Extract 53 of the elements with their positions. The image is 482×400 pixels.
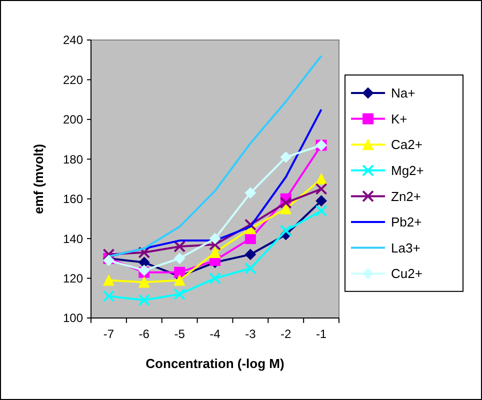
y-tick-label: 140 <box>62 232 84 246</box>
point <box>138 294 150 306</box>
point <box>280 152 292 163</box>
point <box>280 196 292 209</box>
point <box>210 246 220 258</box>
y-tick-label: 200 <box>62 112 84 127</box>
legend-label: K+ <box>391 111 408 126</box>
x-tick-label: -5 <box>174 327 186 341</box>
point <box>244 218 256 231</box>
y-tick-label: 180 <box>62 152 84 166</box>
x-tick-label: -1 <box>316 327 327 341</box>
x-axis-title: Concentration (-log M) <box>146 356 284 371</box>
legend-label: La3+ <box>391 240 420 256</box>
y-tick-label: 120 <box>62 271 84 286</box>
point <box>244 187 256 198</box>
point <box>138 246 150 258</box>
point <box>174 288 186 300</box>
point <box>103 274 114 286</box>
legend-label: Zn2+ <box>391 188 421 204</box>
y-axis-title: emf (mvolt) <box>31 144 46 214</box>
point <box>280 203 292 214</box>
y-tick-label: 240 <box>62 33 84 48</box>
legend-label: Ca2+ <box>391 137 422 152</box>
point <box>174 274 186 286</box>
x-tick-label: -7 <box>103 327 114 341</box>
legend-label: Na+ <box>391 86 416 101</box>
point <box>244 262 256 274</box>
x-tick-label: -6 <box>138 327 150 341</box>
point <box>174 252 186 264</box>
legend-label: Pb2+ <box>391 214 422 230</box>
y-tick-label: 160 <box>62 192 84 206</box>
y-tick-label: 220 <box>62 72 84 87</box>
x-tick-label: -4 <box>210 327 221 341</box>
x-tick-label: -2 <box>280 327 292 341</box>
point <box>244 233 256 244</box>
point <box>316 174 327 184</box>
point <box>102 248 115 260</box>
point <box>138 276 150 288</box>
point <box>244 248 256 260</box>
y-tick-label: 100 <box>62 311 84 326</box>
point <box>174 266 186 278</box>
point <box>174 240 186 253</box>
point <box>315 204 328 217</box>
point <box>316 195 327 206</box>
point <box>315 182 328 195</box>
point <box>209 238 221 251</box>
legend-label: Cu2+ <box>391 266 422 282</box>
point <box>280 224 292 237</box>
x-tick-label: -3 <box>245 327 256 341</box>
point <box>209 272 221 284</box>
point <box>102 290 115 302</box>
legend-label: Mg2+ <box>391 162 424 178</box>
point <box>210 233 220 244</box>
